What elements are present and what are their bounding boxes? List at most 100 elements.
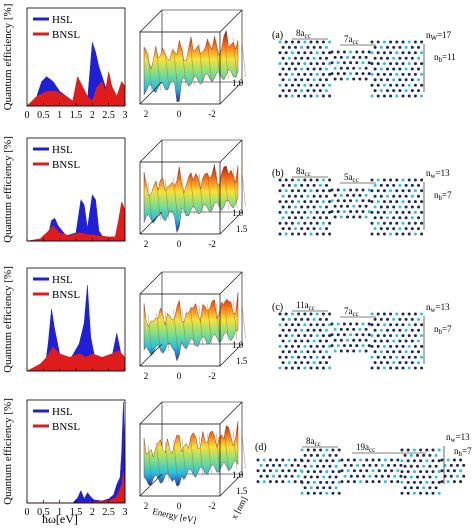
atom bbox=[294, 194, 297, 198]
atom bbox=[367, 50, 371, 54]
atom bbox=[315, 344, 319, 348]
spectrum-chart-4: 0 0.5 1 1.5 2 2.5 3 HSL BNSL Quantum efficiency [… bbox=[2, 398, 128, 518]
atom bbox=[437, 491, 441, 495]
atom bbox=[417, 216, 420, 220]
atom bbox=[284, 463, 288, 467]
atom bbox=[325, 183, 328, 187]
atom bbox=[382, 355, 386, 359]
atom bbox=[346, 469, 350, 473]
atom bbox=[413, 62, 417, 66]
atom bbox=[373, 56, 377, 60]
atom bbox=[328, 83, 332, 87]
box-edge bbox=[139, 343, 163, 367]
atom bbox=[315, 40, 319, 44]
atom bbox=[325, 205, 328, 209]
atom bbox=[346, 77, 349, 81]
atom bbox=[419, 480, 423, 484]
atom bbox=[297, 312, 301, 316]
atom bbox=[386, 216, 389, 220]
surface-ridge bbox=[232, 167, 238, 209]
atom bbox=[340, 480, 344, 484]
atom bbox=[417, 56, 420, 60]
atom bbox=[306, 448, 310, 452]
atom bbox=[370, 323, 374, 327]
atom bbox=[367, 344, 371, 348]
atom bbox=[395, 51, 399, 55]
atom bbox=[293, 480, 297, 484]
atom bbox=[306, 491, 310, 495]
atom bbox=[321, 334, 325, 338]
atom bbox=[368, 463, 372, 467]
x-tick-label-surface: 1.0 bbox=[232, 340, 244, 350]
atom bbox=[371, 458, 375, 462]
atom bbox=[346, 204, 349, 208]
atom bbox=[312, 328, 316, 332]
atom bbox=[410, 216, 414, 220]
atom bbox=[306, 459, 310, 463]
atom bbox=[407, 189, 411, 193]
atom bbox=[328, 210, 332, 214]
atom bbox=[352, 469, 356, 473]
atom bbox=[265, 463, 269, 467]
atom bbox=[401, 344, 405, 348]
atom bbox=[406, 480, 410, 484]
atom bbox=[420, 178, 424, 182]
atom bbox=[318, 78, 322, 82]
atom bbox=[328, 464, 332, 468]
atom bbox=[410, 194, 414, 198]
atom bbox=[395, 62, 399, 66]
atom bbox=[300, 459, 304, 463]
atom bbox=[401, 72, 405, 76]
atom bbox=[312, 361, 316, 365]
atom bbox=[395, 210, 399, 214]
atom bbox=[336, 322, 340, 326]
atom bbox=[377, 480, 381, 484]
atom bbox=[284, 72, 288, 76]
nb-label: nb=7 bbox=[454, 446, 472, 458]
surface-mesh bbox=[143, 421, 239, 487]
atom bbox=[413, 72, 417, 76]
atom bbox=[364, 193, 368, 197]
atom bbox=[312, 470, 316, 474]
atom bbox=[319, 470, 323, 474]
atom bbox=[379, 317, 383, 321]
atom bbox=[422, 464, 426, 468]
atom bbox=[287, 216, 291, 220]
atom bbox=[456, 474, 459, 478]
atom bbox=[370, 200, 374, 204]
atom bbox=[373, 89, 377, 93]
atom bbox=[370, 355, 374, 359]
atom bbox=[392, 56, 396, 60]
surface-mesh bbox=[143, 29, 239, 103]
plot-frame bbox=[26, 137, 126, 242]
atom bbox=[337, 480, 341, 484]
atom bbox=[330, 322, 334, 326]
atom bbox=[312, 491, 316, 495]
atom bbox=[259, 463, 263, 467]
atom bbox=[449, 463, 453, 467]
atom bbox=[390, 458, 394, 462]
atom bbox=[431, 448, 435, 452]
atom bbox=[365, 480, 369, 484]
atom bbox=[370, 94, 374, 98]
atom bbox=[284, 40, 288, 44]
atom bbox=[300, 205, 304, 209]
surface-ridge bbox=[198, 435, 204, 476]
atom bbox=[404, 350, 408, 354]
atom bbox=[294, 328, 297, 332]
atom bbox=[287, 45, 291, 49]
structure-panels: (a) 8acc 7acc nW=17 nb=11 (b) 8acc 5acc nw=13 nb=… bbox=[255, 28, 472, 495]
atom bbox=[325, 89, 328, 93]
atom bbox=[379, 339, 383, 343]
atom bbox=[379, 328, 383, 332]
atom bbox=[281, 328, 285, 332]
atom bbox=[284, 83, 288, 87]
atom bbox=[346, 480, 350, 484]
atom bbox=[284, 200, 288, 204]
atom bbox=[297, 210, 301, 214]
atom bbox=[268, 480, 272, 484]
atom bbox=[342, 199, 346, 203]
atom bbox=[404, 89, 408, 93]
surface-ridge bbox=[147, 181, 153, 223]
atom bbox=[290, 178, 294, 182]
